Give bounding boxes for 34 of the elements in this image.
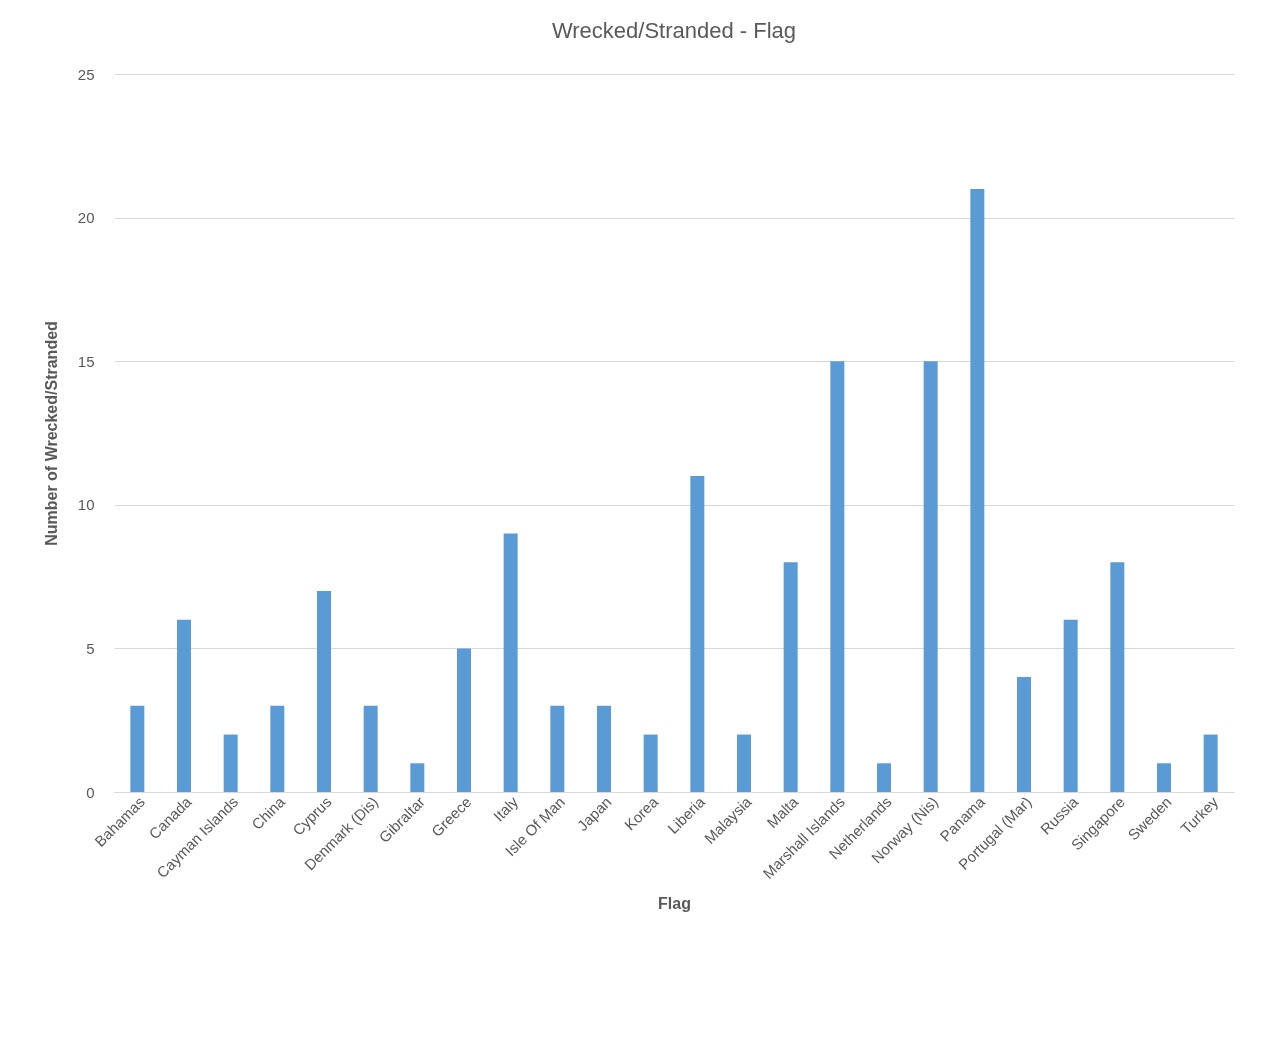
y-tick-label: 0 (86, 783, 95, 801)
bar (783, 562, 798, 792)
x-tick-label: Italy (489, 792, 522, 825)
bar (597, 705, 611, 792)
bar (1063, 619, 1078, 792)
x-axis-title: Flag (658, 894, 691, 912)
bar (830, 361, 845, 792)
bar (1017, 677, 1031, 792)
bar (130, 705, 145, 792)
y-tick-label: 25 (77, 65, 95, 83)
bar (410, 763, 425, 792)
bar (503, 533, 518, 792)
bar (923, 361, 938, 792)
bar (1157, 763, 1171, 792)
bar (270, 705, 285, 792)
bar (457, 648, 471, 792)
y-tick-label: 10 (77, 496, 95, 514)
bar (643, 734, 658, 792)
y-tick-label: 15 (77, 352, 95, 370)
y-axis-title: Number of Wrecked/Stranded (42, 321, 60, 546)
bar (877, 763, 891, 792)
bar (737, 734, 751, 792)
bar (177, 619, 191, 792)
bar (1110, 562, 1125, 792)
y-tick-label: 20 (77, 209, 95, 227)
chart-title: Wrecked/Stranded - Flag (551, 18, 797, 43)
y-tick-label: 5 (86, 639, 95, 657)
bar (1203, 734, 1218, 792)
bar (690, 476, 705, 792)
bar (223, 734, 238, 792)
bar (970, 188, 985, 792)
bar (363, 705, 378, 792)
bar (550, 705, 565, 792)
bar (317, 590, 331, 792)
